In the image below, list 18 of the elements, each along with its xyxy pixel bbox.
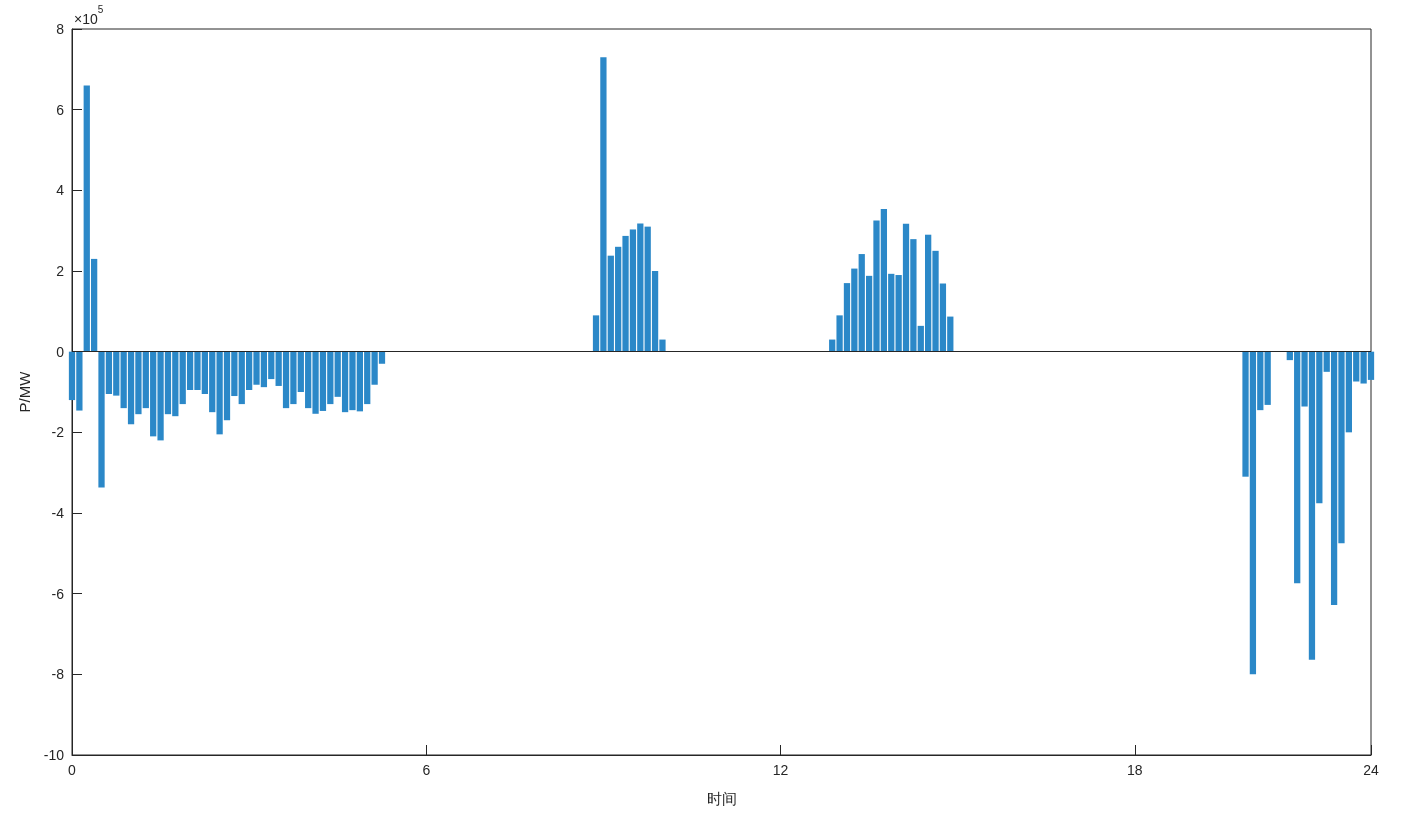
y-axis-title: P/MW <box>16 370 33 413</box>
x-tick-label: 6 <box>422 762 431 778</box>
x-axis-title: 时间 <box>706 790 737 807</box>
y-tick-label: 8 <box>56 21 65 37</box>
y-tick-label: 2 <box>56 263 65 279</box>
y-tick-label: -10 <box>43 747 65 763</box>
x-tick-label: 24 <box>1363 762 1379 778</box>
bar <box>1264 351 1271 405</box>
y-tick-label: 0 <box>56 343 65 360</box>
y-tick-label: -4 <box>51 505 65 521</box>
x-tick-label: 18 <box>1127 762 1143 778</box>
y-tick-label: -8 <box>51 666 65 683</box>
y-tick-label: -2 <box>51 424 65 441</box>
x-tick-label: 12 <box>772 762 789 778</box>
y-tick-label: 4 <box>56 182 65 199</box>
x-tick-label: 0 <box>68 762 77 778</box>
y-tick-label: -6 <box>51 585 65 602</box>
y-tick-label: 6 <box>56 101 65 118</box>
